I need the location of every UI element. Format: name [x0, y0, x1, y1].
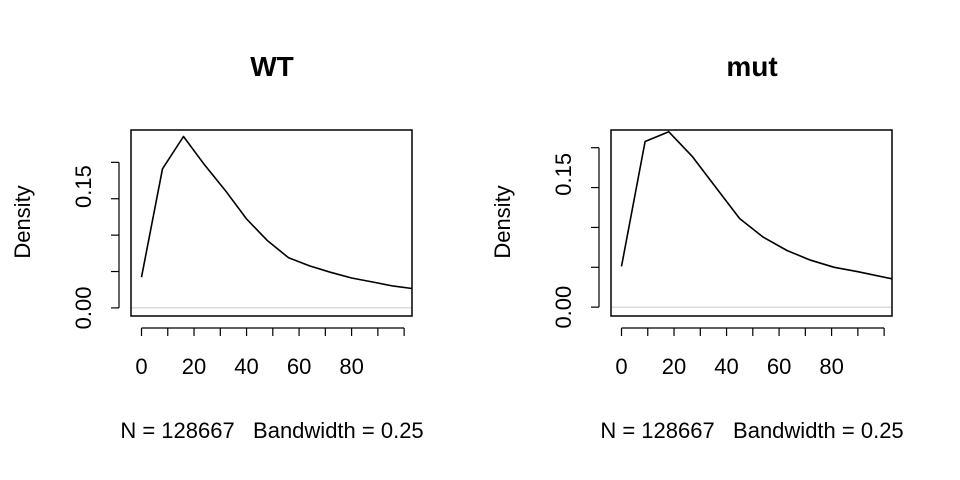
x-tick-label: 80: [819, 354, 843, 379]
x-tick-label: 0: [135, 354, 147, 379]
x-tick-label: 60: [287, 354, 311, 379]
y-tick-label: 0.15: [551, 153, 576, 196]
y-axis-label: Density: [490, 185, 515, 258]
x-tick-label: 80: [339, 354, 363, 379]
y-axis-label: Density: [10, 185, 35, 258]
plot-frame: [130, 129, 413, 317]
x-tick-label: 0: [615, 354, 627, 379]
density-line: [620, 131, 893, 280]
x-tick-label: 20: [662, 354, 686, 379]
density-line: [140, 135, 413, 290]
y-tick-label: 0.15: [71, 165, 96, 208]
panel-wt: WT Density N = 128667 Bandwidth = 0.25 0…: [10, 51, 424, 443]
x-tick-label: 60: [767, 354, 791, 379]
panel-mut: mut Density N = 128667 Bandwidth = 0.25 …: [490, 51, 904, 443]
x-tick-label: 40: [234, 354, 258, 379]
y-tick-label: 0.00: [551, 286, 576, 329]
x-axis-label: N = 128667 Bandwidth = 0.25: [120, 418, 423, 443]
chart-title: WT: [250, 51, 294, 82]
x-tick-label: 20: [182, 354, 206, 379]
x-axis-label: N = 128667 Bandwidth = 0.25: [600, 418, 903, 443]
plot-frame: [610, 129, 893, 317]
chart-title: mut: [726, 51, 777, 82]
x-tick-label: 40: [714, 354, 738, 379]
y-tick-label: 0.00: [71, 286, 96, 329]
